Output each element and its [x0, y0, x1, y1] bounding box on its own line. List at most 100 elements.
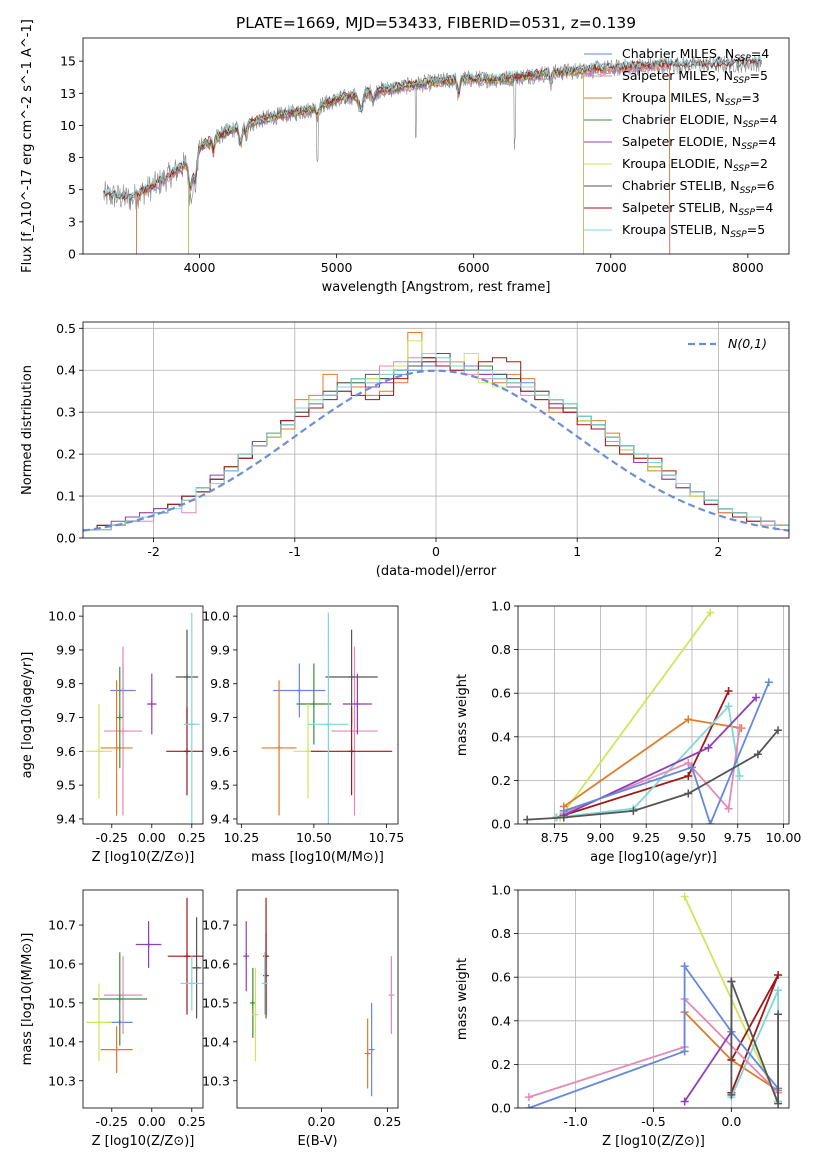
errorbar-point-chabrier-elodie: [92, 952, 147, 1046]
legend-nssp: =3: [741, 90, 759, 105]
x-tick-label: 0.25: [178, 830, 206, 845]
errorbar-point-chabrier-miles: [368, 1002, 375, 1097]
panels: 4000 5000 6000 7000 80000358101315wavelength…: [20, 19, 801, 1149]
x-tick-label: -0.25: [96, 1114, 128, 1129]
series-marker: [629, 806, 638, 815]
legend-name: Kroupa MILES, N: [622, 90, 725, 105]
errorbar-point-chabrier-elodie: [116, 666, 123, 769]
errorbar-point-salpeter-stelib: [167, 897, 203, 1015]
y-axis-label: Normed distribution: [20, 365, 35, 495]
model-line-kroupa-stelib: [103, 55, 762, 200]
legend-name: Chabrier MILES, N: [622, 46, 734, 61]
errorbar-point-chabrier-miles: [273, 663, 326, 718]
plot-area: [86, 897, 203, 1073]
y-tick-label: 9.4: [210, 811, 230, 826]
y-tick-label: 9.7: [210, 710, 230, 725]
series-marker: [684, 789, 693, 798]
legend-nssp: =4: [751, 46, 769, 61]
x-tick-label: -1.0: [563, 1114, 587, 1129]
errorbar-point-salpeter-stelib: [310, 707, 393, 796]
y-tick-label: 9.8: [210, 676, 230, 691]
plot-area: [518, 606, 789, 824]
errorbar-point-kroupa-miles: [100, 1026, 133, 1073]
y-axis-label: mass [log10(M/M⊙)]: [20, 933, 35, 1066]
legend-nssp: =6: [756, 178, 774, 193]
legend-entry: Kroupa STELIB, NSSP=5: [622, 222, 765, 240]
y-tick-label: 10.7: [202, 918, 230, 933]
x-tick-label: 0.00: [138, 830, 166, 845]
x-axis-label: Z [log10(Z/Z⊙)]: [92, 850, 195, 865]
series-salpeter-stelib: [727, 971, 783, 1097]
errorbar-point-salpeter-miles: [103, 646, 143, 816]
plot-area: [86, 612, 203, 824]
y-tick-label: 9.8: [56, 676, 76, 691]
series-chabrier-miles: [559, 678, 773, 824]
legend-entry: Chabrier STELIB, NSSP=6: [622, 178, 775, 196]
axes-frame: [517, 889, 790, 1109]
errorbar-point-salpeter-elodie: [135, 921, 162, 968]
errorbar-point-kroupa-stelib: [183, 612, 200, 824]
series-line: [563, 727, 741, 814]
y-tick-label: 0.6: [491, 686, 511, 701]
model-line-kroupa-elodie: [188, 66, 584, 254]
x-tick-label: 7000: [595, 260, 627, 275]
legend-entry: Salpeter STELIB, NSSP=4: [622, 200, 773, 218]
x-tick-label: 10.75: [368, 830, 404, 845]
errorbar-point-kroupa-stelib: [308, 612, 349, 824]
x-tick-label: 9.00: [586, 830, 614, 845]
x-tick-label: 10.00: [766, 830, 802, 845]
plot-area: [518, 890, 789, 1108]
x-tick-label: 5000: [321, 260, 353, 275]
y-tick-label: 0.5: [56, 321, 76, 336]
series-marker: [727, 977, 736, 986]
errorbar-point-kroupa-miles: [100, 680, 133, 816]
axes-frame: [82, 605, 204, 825]
legend-name: Salpeter STELIB, N: [622, 200, 738, 215]
histogram-kroupa-stelib: [83, 353, 789, 538]
y-tick-label: 10.3: [48, 1073, 76, 1088]
y-tick-label: 9.4: [56, 811, 76, 826]
x-tick-label: 0.25: [374, 1114, 402, 1129]
series-marker: [559, 813, 568, 822]
legend-name: Kroupa STELIB, N: [622, 222, 730, 237]
errorbar-point-chabrier-stelib: [191, 917, 202, 1019]
y-tick-label: 0.4: [491, 729, 511, 744]
legend-subscript: SSP: [725, 98, 742, 108]
series-kroupa-stelib: [552, 702, 744, 822]
legend-name: Chabrier STELIB, N: [622, 178, 740, 193]
errorbar-point-salpeter-elodie: [342, 673, 372, 735]
legend-subscript: SSP: [740, 186, 757, 196]
chart-spectrum: 4000 5000 6000 7000 8000 0 3 5 8 10 13 15 wavelength…: [20, 19, 790, 295]
errorbar-point-salpeter-elodie: [147, 673, 157, 735]
series-marker: [704, 743, 713, 752]
series-marker: [774, 726, 783, 735]
x-tick-label: 9.75: [724, 830, 752, 845]
legend-entry: Chabrier MILES, NSSP=4: [622, 46, 769, 64]
series-marker: [724, 804, 733, 813]
y-tick-label: 10.4: [202, 1034, 230, 1049]
series-marker: [753, 750, 762, 759]
x-tick-label: 2: [714, 544, 722, 559]
x-tick-label: 8000: [732, 260, 764, 275]
plot-area: [103, 54, 762, 254]
legend-subscript: SSP: [733, 76, 750, 86]
chart-age_vs_mass: 10.25 10.50 10.75 9.4 9.5 9.6 9.7 9.8 9.9 10.0 mas…: [202, 605, 404, 865]
y-tick-label: 0.4: [491, 1013, 511, 1028]
y-tick-label: 0.8: [491, 642, 511, 657]
series-marker: [764, 678, 773, 687]
legend-entry: Salpeter ELODIE, NSSP=4: [622, 134, 776, 152]
series-line: [527, 729, 779, 821]
legend-subscript: SSP: [741, 142, 758, 152]
series-marker: [687, 763, 696, 772]
model-line-salpeter-elodie: [188, 66, 584, 254]
plot-area: [83, 322, 789, 538]
y-axis-label: mass weight: [455, 674, 470, 756]
series-marker: [684, 772, 693, 781]
y-tick-label: 9.5: [210, 778, 230, 793]
y-axis-label: age [log10(age/yr)]: [20, 652, 35, 779]
chart-weight_vs_age: 8.75 9.00 9.25 9.50 9.75 10.00 0.0 0.2 0.4 0.6 0.8…: [455, 599, 801, 866]
errorbar-point-kroupa-stelib: [261, 952, 268, 1015]
x-tick-label: 9.50: [678, 830, 706, 845]
errorbar-point-kroupa-stelib: [180, 956, 203, 1011]
figure-title: PLATE=1669, MJD=53433, FIBERID=0531, z=0…: [236, 14, 636, 32]
